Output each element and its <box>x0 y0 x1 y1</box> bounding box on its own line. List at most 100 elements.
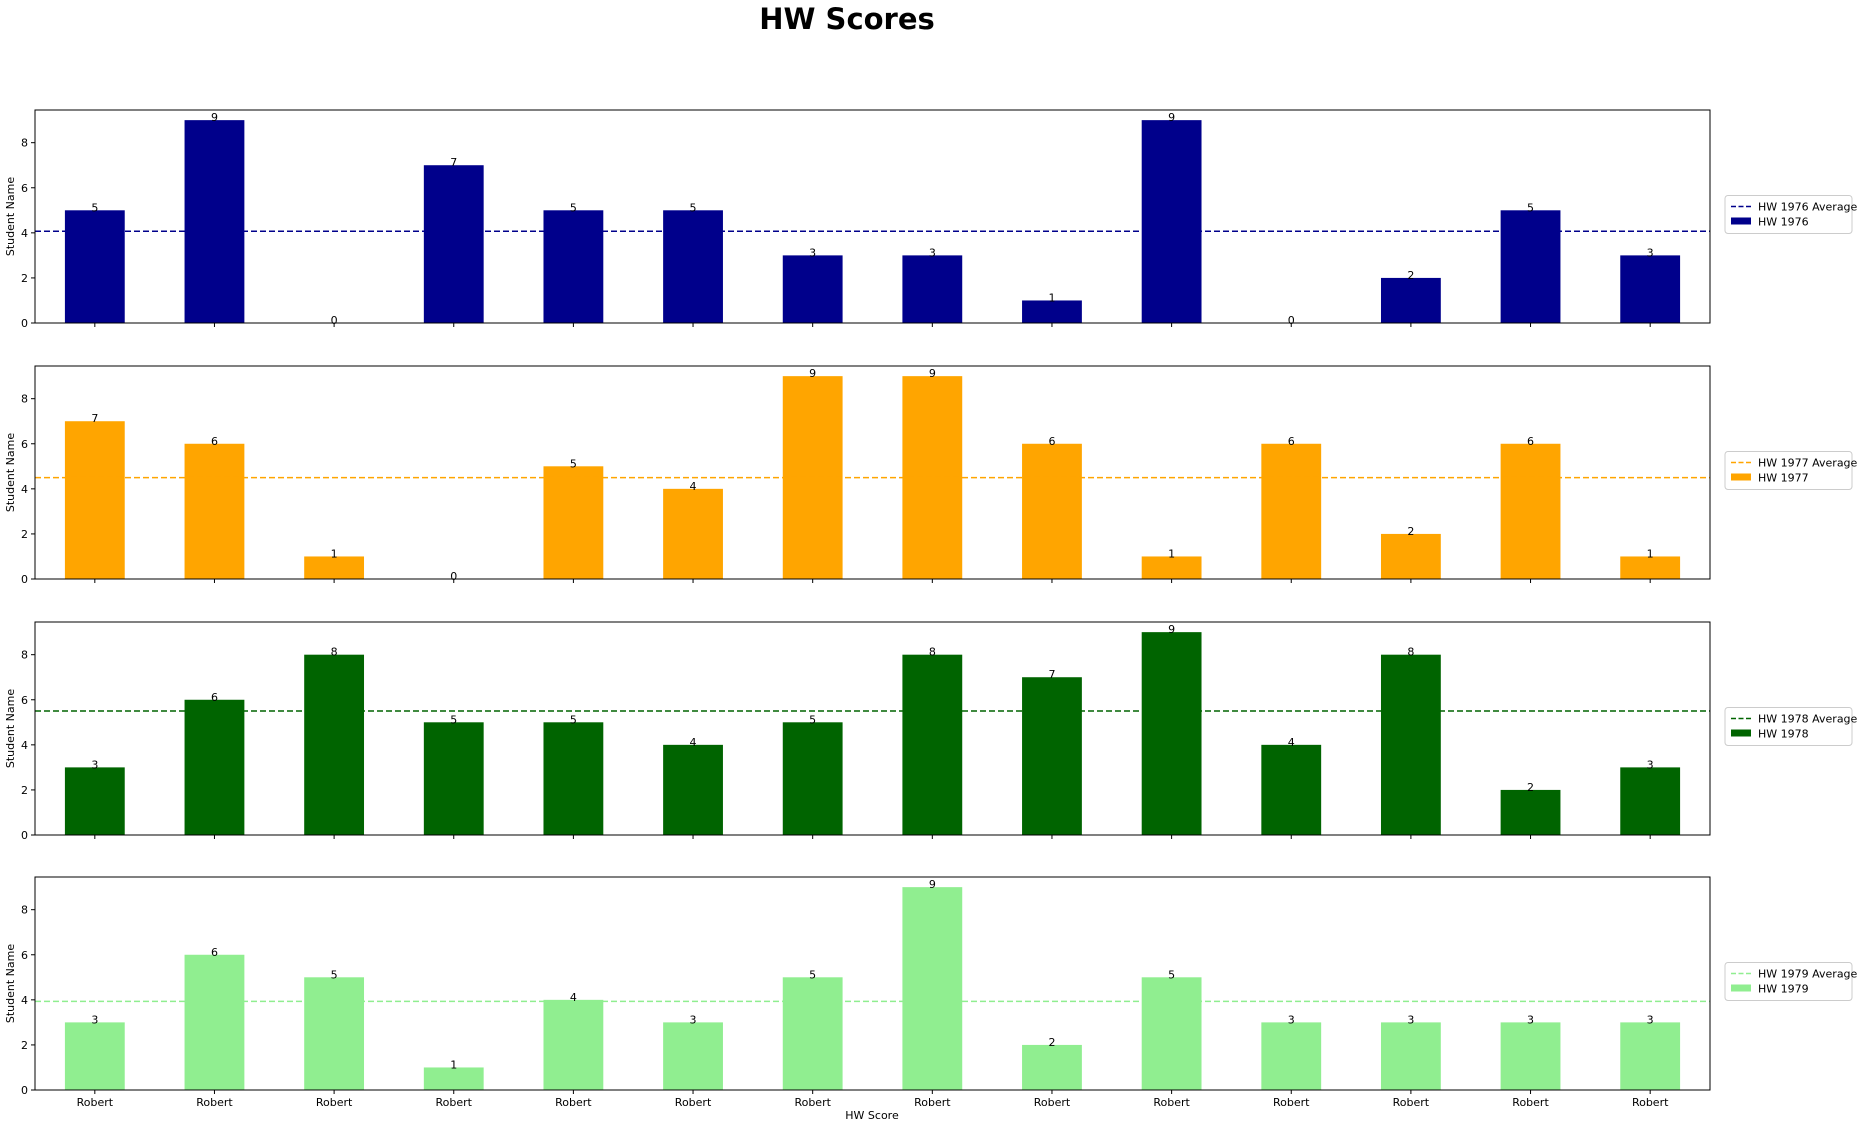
bar-value-label: 3 <box>1647 1013 1654 1026</box>
bar-value-label: 6 <box>1288 435 1295 448</box>
y-axis-label: Student Name <box>4 433 17 512</box>
y-tick-label: 8 <box>21 393 28 406</box>
bar <box>663 1022 723 1090</box>
bar-value-label: 6 <box>211 946 218 959</box>
bar-value-label: 5 <box>91 201 98 214</box>
bar-value-label: 5 <box>450 713 457 726</box>
bar <box>1500 789 1561 835</box>
y-tick-label: 0 <box>21 829 28 842</box>
y-tick-label: 6 <box>21 694 28 707</box>
bar <box>1141 120 1202 324</box>
subplots: 5 9 0 7 5 5 3 3 1 9 0 2 5 3 0 2 4 6 8 Student Name HW 1976 A… <box>4 109 1858 1109</box>
bar-value-label: 3 <box>1527 1013 1534 1026</box>
bar-value-label: 4 <box>690 480 697 493</box>
x-tick-label: Robert <box>1512 1096 1549 1109</box>
bar-value-label: 9 <box>1168 623 1175 636</box>
y-tick-label: 8 <box>21 137 28 150</box>
y-tick-label: 8 <box>21 904 28 917</box>
bar-value-label: 1 <box>331 547 338 560</box>
bar <box>1620 767 1681 835</box>
bar-value-label: 9 <box>211 111 218 124</box>
legend-bar-swatch <box>1731 217 1751 225</box>
x-tick-label: Robert <box>675 1096 712 1109</box>
bar-value-label: 5 <box>570 457 577 470</box>
legend-frame <box>1724 195 1853 234</box>
legend-bar-swatch <box>1731 729 1751 737</box>
figure-title: HW Scores <box>759 2 935 36</box>
bar <box>1022 300 1082 323</box>
bar-value-label: 8 <box>1407 646 1414 659</box>
legend-average-label: HW 1979 Average <box>1758 968 1858 981</box>
bar <box>1141 977 1202 1090</box>
bar-value-label: 5 <box>570 201 577 214</box>
bar-value-label: 5 <box>1527 201 1534 214</box>
bar <box>1022 1044 1082 1090</box>
bar-value-label: 3 <box>1288 1013 1295 1026</box>
bar-value-label: 9 <box>929 878 936 891</box>
bar <box>1380 1022 1441 1090</box>
legend-bar-swatch <box>1731 984 1751 992</box>
bar-value-label: 7 <box>1048 668 1055 681</box>
bar <box>423 1067 484 1090</box>
bar <box>1022 677 1082 835</box>
x-tick-label: Robert <box>1632 1096 1669 1109</box>
bar-value-label: 6 <box>211 435 218 448</box>
y-tick-label: 2 <box>21 1039 28 1052</box>
bar <box>902 255 963 323</box>
bar-value-label: 2 <box>1527 781 1534 794</box>
y-tick-label: 6 <box>21 182 28 195</box>
y-axis-label: Student Name <box>4 944 17 1023</box>
bar-value-label: 7 <box>91 412 98 425</box>
bar <box>184 443 245 579</box>
bar <box>184 699 245 835</box>
bar <box>423 165 484 323</box>
bar <box>1141 632 1202 835</box>
bar <box>902 654 963 835</box>
legend-average-label: HW 1976 Average <box>1758 201 1858 214</box>
bar <box>543 466 604 579</box>
bar <box>1620 255 1681 323</box>
bar-value-label: 8 <box>331 646 338 659</box>
axes-frame <box>34 365 1711 580</box>
bar-value-label: 5 <box>809 713 816 726</box>
bar-value-label: 0 <box>450 570 457 583</box>
bar <box>304 977 365 1090</box>
legend-series-label: HW 1976 <box>1758 216 1809 229</box>
y-tick-label: 0 <box>21 573 28 586</box>
x-tick-label: Robert <box>436 1096 473 1109</box>
bar <box>782 722 843 835</box>
bar-value-label: 2 <box>1407 525 1414 538</box>
bar <box>184 120 245 324</box>
y-tick-label: 4 <box>21 994 28 1007</box>
y-tick-label: 0 <box>21 317 28 330</box>
bar-value-label: 5 <box>809 968 816 981</box>
bar <box>1261 1022 1322 1090</box>
bar <box>423 722 484 835</box>
legend: HW 1978 Average HW 1978 <box>1724 707 1858 746</box>
bar <box>64 421 125 579</box>
bar-value-label: 7 <box>450 156 457 169</box>
y-tick-label: 6 <box>21 438 28 451</box>
x-tick-label: Robert <box>555 1096 592 1109</box>
bar-value-label: 1 <box>1647 547 1654 560</box>
bar-value-label: 9 <box>929 367 936 380</box>
bar-value-label: 8 <box>929 646 936 659</box>
bar-value-label: 3 <box>91 1013 98 1026</box>
legend-frame <box>1724 707 1853 746</box>
bar <box>663 744 723 835</box>
subplot-4: 3 6 5 1 4 3 5 9 2 5 3 3 3 3 0 2 4 6 8 Robert Robert Robert Rob… <box>4 876 1858 1109</box>
x-tick-label: Robert <box>1034 1096 1071 1109</box>
bar-value-label: 1 <box>1048 291 1055 304</box>
y-tick-label: 8 <box>21 649 28 662</box>
legend-average-label: HW 1978 Average <box>1758 713 1858 726</box>
bar <box>1141 556 1202 579</box>
legend: HW 1977 Average HW 1977 <box>1724 451 1858 490</box>
bar-value-label: 4 <box>690 736 697 749</box>
bar <box>1500 1022 1561 1090</box>
bar-value-label: 3 <box>1407 1013 1414 1026</box>
bar-value-label: 5 <box>331 968 338 981</box>
y-tick-label: 0 <box>21 1084 28 1097</box>
x-tick-label: Robert <box>914 1096 951 1109</box>
